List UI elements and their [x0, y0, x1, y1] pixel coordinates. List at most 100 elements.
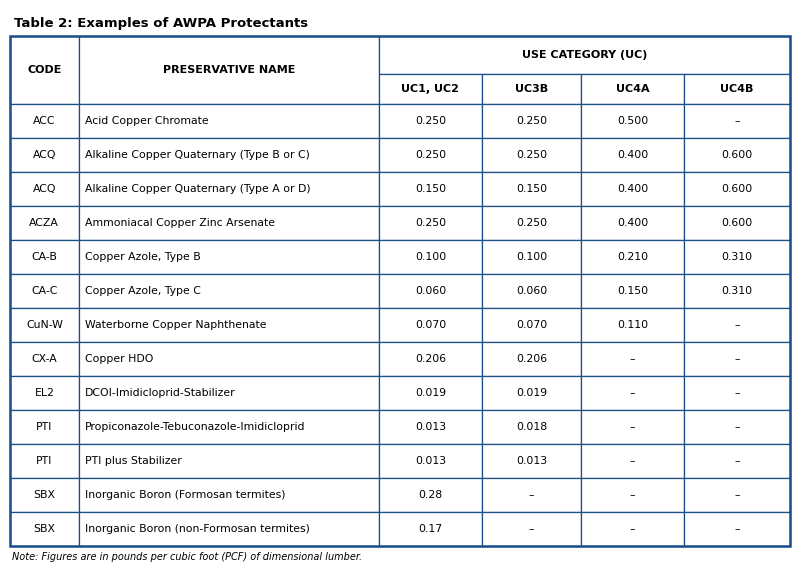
Text: 0.600: 0.600	[722, 218, 753, 228]
Bar	[379, 342, 482, 376]
Text: 0.600: 0.600	[722, 184, 753, 194]
Bar	[581, 104, 684, 138]
Text: CuN-W: CuN-W	[26, 320, 62, 330]
Text: –: –	[529, 524, 534, 534]
Bar	[78, 444, 379, 478]
Bar	[684, 104, 790, 138]
Bar	[581, 138, 684, 172]
Bar	[78, 342, 379, 376]
Text: Note: Figures are in pounds per cubic foot (PCF) of dimensional lumber.: Note: Figures are in pounds per cubic fo…	[12, 552, 362, 562]
Text: 0.100: 0.100	[516, 252, 547, 262]
Bar	[482, 410, 581, 444]
Bar	[581, 308, 684, 342]
Text: 0.018: 0.018	[516, 422, 547, 432]
Text: 0.600: 0.600	[722, 150, 753, 160]
Text: –: –	[630, 524, 635, 534]
Bar	[379, 512, 482, 546]
Text: –: –	[734, 116, 740, 126]
Text: –: –	[734, 524, 740, 534]
Text: 0.500: 0.500	[617, 116, 648, 126]
Text: 0.206: 0.206	[415, 354, 446, 364]
Text: USE CATEGORY (UC): USE CATEGORY (UC)	[522, 50, 647, 60]
Bar	[684, 512, 790, 546]
Text: 0.17: 0.17	[418, 524, 442, 534]
Bar	[10, 308, 78, 342]
Text: UC4B: UC4B	[720, 84, 754, 94]
Text: SBX: SBX	[34, 490, 55, 500]
Bar	[10, 206, 78, 240]
Bar	[10, 410, 78, 444]
Text: 0.250: 0.250	[516, 116, 547, 126]
Bar	[581, 342, 684, 376]
Bar	[581, 376, 684, 410]
Bar	[10, 36, 790, 546]
Bar	[684, 342, 790, 376]
Text: 0.150: 0.150	[617, 286, 648, 296]
Text: 0.060: 0.060	[516, 286, 547, 296]
Text: 0.013: 0.013	[516, 456, 547, 466]
Bar	[379, 240, 482, 274]
Bar	[10, 478, 78, 512]
Text: –: –	[734, 354, 740, 364]
Text: 0.250: 0.250	[415, 218, 446, 228]
Text: 0.150: 0.150	[415, 184, 446, 194]
Bar	[78, 478, 379, 512]
Text: –: –	[630, 490, 635, 500]
Text: PRESERVATIVE NAME: PRESERVATIVE NAME	[162, 65, 295, 75]
Bar	[379, 104, 482, 138]
Text: –: –	[630, 422, 635, 432]
Bar	[10, 104, 78, 138]
Text: 0.013: 0.013	[415, 422, 446, 432]
Bar	[10, 512, 78, 546]
Text: –: –	[630, 354, 635, 364]
Text: SBX: SBX	[34, 524, 55, 534]
Bar	[78, 376, 379, 410]
Bar	[379, 36, 790, 74]
Bar	[482, 478, 581, 512]
Text: 0.013: 0.013	[415, 456, 446, 466]
Text: CODE: CODE	[27, 65, 62, 75]
Text: 0.070: 0.070	[414, 320, 446, 330]
Bar	[10, 342, 78, 376]
Text: ACZA: ACZA	[30, 218, 59, 228]
Bar	[581, 74, 684, 104]
Bar	[78, 36, 379, 104]
Text: Table 2: Examples of AWPA Protectants: Table 2: Examples of AWPA Protectants	[14, 17, 308, 30]
Bar	[684, 138, 790, 172]
Text: 0.400: 0.400	[617, 184, 648, 194]
Bar	[379, 444, 482, 478]
Bar	[482, 172, 581, 206]
Text: –: –	[529, 490, 534, 500]
Bar	[10, 376, 78, 410]
Bar	[684, 478, 790, 512]
Bar	[482, 308, 581, 342]
Text: 0.310: 0.310	[722, 286, 753, 296]
Bar	[78, 410, 379, 444]
Text: CX-A: CX-A	[31, 354, 57, 364]
Bar	[379, 410, 482, 444]
Bar	[10, 444, 78, 478]
Text: CA-C: CA-C	[31, 286, 58, 296]
Bar	[482, 240, 581, 274]
Bar	[581, 512, 684, 546]
Text: 0.100: 0.100	[414, 252, 446, 262]
Bar	[78, 206, 379, 240]
Text: Acid Copper Chromate: Acid Copper Chromate	[85, 116, 208, 126]
Text: DCOI-Imidicloprid-Stabilizer: DCOI-Imidicloprid-Stabilizer	[85, 388, 235, 398]
Text: –: –	[734, 388, 740, 398]
Bar	[581, 444, 684, 478]
Bar	[684, 410, 790, 444]
Text: Copper HDO: Copper HDO	[85, 354, 153, 364]
Bar	[581, 478, 684, 512]
Text: Ammoniacal Copper Zinc Arsenate: Ammoniacal Copper Zinc Arsenate	[85, 218, 274, 228]
Bar	[78, 104, 379, 138]
Bar	[379, 274, 482, 308]
Text: 0.210: 0.210	[617, 252, 648, 262]
Text: Inorganic Boron (Formosan termites): Inorganic Boron (Formosan termites)	[85, 490, 285, 500]
Bar	[684, 240, 790, 274]
Text: Copper Azole, Type B: Copper Azole, Type B	[85, 252, 200, 262]
Bar	[379, 138, 482, 172]
Bar	[482, 206, 581, 240]
Text: Alkaline Copper Quaternary (Type B or C): Alkaline Copper Quaternary (Type B or C)	[85, 150, 310, 160]
Text: 0.250: 0.250	[516, 218, 547, 228]
